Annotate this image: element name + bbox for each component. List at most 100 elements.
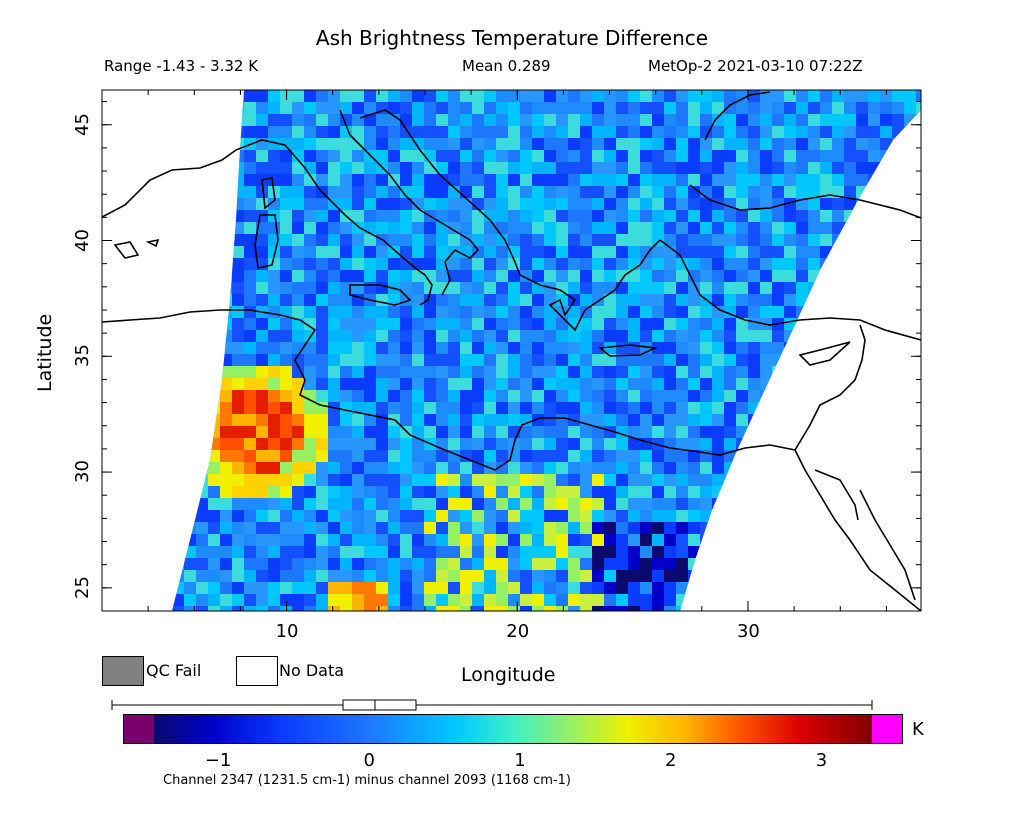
swath-pixel [472,342,484,354]
swath-pixel [364,522,376,534]
swath-pixel [400,378,412,390]
swath-pixel [628,306,640,318]
swath-pixel [568,510,580,522]
swath-pixel [844,270,856,282]
swath-pixel [208,438,220,450]
swath-pixel [820,282,832,294]
swath-pixel [352,198,364,210]
swath-pixel [172,90,184,102]
swath-pixel [520,282,532,294]
swath-pixel [868,342,880,354]
swath-pixel [676,210,688,222]
swath-pixel [460,378,472,390]
swath-pixel [208,498,220,510]
swath-pixel [784,114,796,126]
swath-pixel [424,198,436,210]
swath-pixel [388,606,400,611]
swath-pixel [340,270,352,282]
swath-pixel [196,450,208,462]
swath-pixel [508,102,520,114]
swath-pixel [892,210,904,222]
swath-pixel [388,126,400,138]
swath-pixel [388,246,400,258]
swath-pixel [832,558,844,570]
swath-pixel [292,522,304,534]
swath-pixel [856,342,868,354]
swath-pixel [916,306,921,318]
swath-pixel [604,498,616,510]
swath-pixel [400,486,412,498]
swath-pixel [700,402,712,414]
swath-pixel [616,462,628,474]
swath-pixel [772,522,784,534]
swath-pixel [712,306,724,318]
swath-pixel [580,270,592,282]
swath-pixel [424,138,436,150]
swath-pixel [892,534,904,546]
swath-pixel [436,114,448,126]
swath-pixel [676,402,688,414]
swath-pixel [616,354,628,366]
swath-pixel [424,282,436,294]
swath-pixel [604,570,616,582]
swath-pixel [316,210,328,222]
swath-pixel [736,558,748,570]
swath-pixel [268,558,280,570]
swath-pixel [568,222,580,234]
swath-pixel [664,186,676,198]
swath-pixel [892,378,904,390]
swath-pixel [424,102,436,114]
swath-pixel [700,498,712,510]
swath-pixel [676,90,688,102]
swath-pixel [580,474,592,486]
swath-pixel [412,234,424,246]
swath-pixel [676,606,688,611]
swath-pixel [520,234,532,246]
swath-pixel [640,138,652,150]
swath-pixel [748,546,760,558]
swath-pixel [664,594,676,606]
swath-pixel [628,390,640,402]
swath-pixel [652,162,664,174]
swath-pixel [544,438,556,450]
swath-pixel [160,114,172,126]
swath-pixel [568,270,580,282]
swath-pixel [772,462,784,474]
swath-pixel [328,90,340,102]
swath-pixel [316,606,328,611]
swath-pixel [784,462,796,474]
colorbar [123,714,903,744]
swath-pixel [688,186,700,198]
swath-pixel [712,102,724,114]
swath-pixel [676,378,688,390]
swath-pixel [496,150,508,162]
swath-pixel [544,150,556,162]
swath-pixel [352,270,364,282]
swath-pixel [184,114,196,126]
swath-pixel [760,510,772,522]
swath-pixel [724,570,736,582]
swath-pixel [340,126,352,138]
swath-pixel [712,606,724,611]
swath-pixel [868,354,880,366]
swath-pixel [772,510,784,522]
swath-pixel [628,414,640,426]
swath-pixel [364,462,376,474]
swath-pixel [892,366,904,378]
swath-pixel [568,546,580,558]
swath-pixel [748,234,760,246]
swath-pixel [364,390,376,402]
swath-pixel [268,378,280,390]
swath-pixel [796,150,808,162]
swath-pixel [232,402,244,414]
swath-pixel [484,414,496,426]
swath-pixel [496,558,508,570]
swath-pixel [508,90,520,102]
swath-pixel [424,234,436,246]
swath-pixel [904,198,916,210]
swath-pixel [436,90,448,102]
swath-pixel [244,102,256,114]
swath-pixel [724,354,736,366]
swath-pixel [892,474,904,486]
swath-pixel [916,234,921,246]
